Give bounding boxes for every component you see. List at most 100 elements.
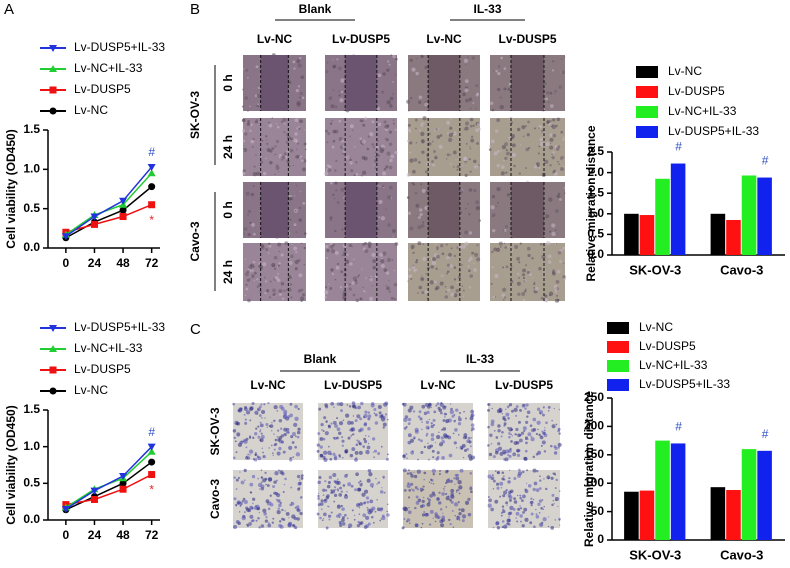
texture bbox=[494, 273, 499, 278]
texture bbox=[503, 478, 506, 481]
texture bbox=[232, 429, 237, 433]
texture bbox=[501, 144, 507, 150]
texture bbox=[420, 122, 425, 127]
texture bbox=[245, 437, 249, 441]
texture bbox=[354, 488, 358, 492]
texture bbox=[238, 511, 241, 513]
texture bbox=[435, 254, 440, 259]
texture bbox=[268, 522, 270, 524]
texture bbox=[331, 489, 336, 494]
texture bbox=[464, 241, 469, 246]
texture bbox=[516, 256, 521, 261]
texture bbox=[297, 85, 301, 88]
texture bbox=[288, 261, 293, 265]
texture bbox=[457, 417, 462, 422]
panel-label: B bbox=[190, 1, 200, 18]
texture bbox=[537, 450, 542, 455]
texture bbox=[460, 447, 464, 450]
texture bbox=[389, 104, 393, 108]
texture bbox=[393, 283, 398, 287]
texture bbox=[267, 401, 270, 405]
texture bbox=[478, 127, 481, 131]
texture bbox=[518, 172, 522, 175]
texture bbox=[501, 413, 504, 415]
texture bbox=[323, 416, 327, 420]
texture bbox=[497, 424, 501, 428]
texture bbox=[385, 165, 389, 169]
texture bbox=[367, 241, 372, 246]
texture bbox=[339, 286, 343, 289]
texture bbox=[441, 492, 445, 496]
time-label: 24 h bbox=[221, 135, 235, 159]
texture bbox=[434, 441, 437, 444]
gap bbox=[260, 55, 289, 111]
texture bbox=[256, 455, 260, 459]
texture bbox=[322, 430, 325, 433]
texture bbox=[490, 422, 495, 427]
texture bbox=[525, 147, 530, 152]
texture bbox=[379, 148, 384, 154]
texture bbox=[462, 456, 465, 459]
texture bbox=[319, 445, 323, 449]
y-tick-label: 1.0 bbox=[23, 439, 40, 453]
legend-label: Lv-DUSP5+IL-33 bbox=[74, 40, 165, 54]
texture bbox=[272, 454, 274, 456]
texture bbox=[336, 262, 340, 266]
texture bbox=[414, 523, 419, 528]
texture bbox=[508, 477, 511, 480]
texture bbox=[243, 233, 246, 235]
texture bbox=[392, 122, 395, 125]
texture bbox=[372, 265, 376, 270]
texture bbox=[449, 498, 452, 502]
texture bbox=[556, 232, 558, 234]
texture bbox=[461, 514, 467, 519]
texture bbox=[371, 252, 376, 257]
texture bbox=[407, 211, 412, 215]
texture bbox=[430, 433, 435, 437]
texture bbox=[295, 231, 298, 233]
texture bbox=[268, 507, 271, 511]
texture bbox=[519, 408, 522, 412]
texture bbox=[290, 254, 294, 259]
texture bbox=[525, 438, 527, 441]
texture bbox=[547, 525, 550, 528]
texture bbox=[470, 409, 475, 414]
texture bbox=[338, 119, 342, 123]
texture bbox=[421, 428, 423, 431]
texture bbox=[249, 129, 252, 133]
texture bbox=[349, 262, 353, 266]
texture bbox=[519, 144, 522, 146]
texture bbox=[521, 524, 525, 528]
texture bbox=[296, 435, 300, 439]
texture bbox=[299, 56, 302, 60]
texture bbox=[332, 129, 337, 134]
texture bbox=[259, 439, 262, 442]
texture bbox=[521, 291, 526, 296]
texture bbox=[361, 243, 365, 247]
texture bbox=[552, 118, 556, 122]
texture bbox=[388, 290, 391, 293]
texture bbox=[357, 275, 360, 278]
texture bbox=[327, 168, 332, 172]
texture bbox=[252, 502, 254, 505]
texture bbox=[430, 424, 434, 429]
micrograph bbox=[318, 470, 388, 528]
time-label: 0 h bbox=[221, 74, 235, 91]
texture bbox=[409, 141, 413, 145]
texture bbox=[533, 127, 537, 130]
texture bbox=[464, 161, 467, 164]
texture bbox=[243, 227, 248, 231]
marker bbox=[49, 366, 57, 374]
texture bbox=[468, 231, 473, 235]
texture bbox=[530, 437, 535, 442]
texture bbox=[371, 143, 375, 146]
texture bbox=[470, 490, 473, 494]
texture bbox=[499, 481, 504, 486]
texture bbox=[430, 265, 434, 269]
texture bbox=[424, 403, 429, 407]
texture bbox=[510, 134, 516, 139]
texture bbox=[387, 418, 389, 421]
texture bbox=[508, 516, 510, 518]
texture bbox=[346, 404, 349, 406]
texture bbox=[345, 260, 350, 264]
